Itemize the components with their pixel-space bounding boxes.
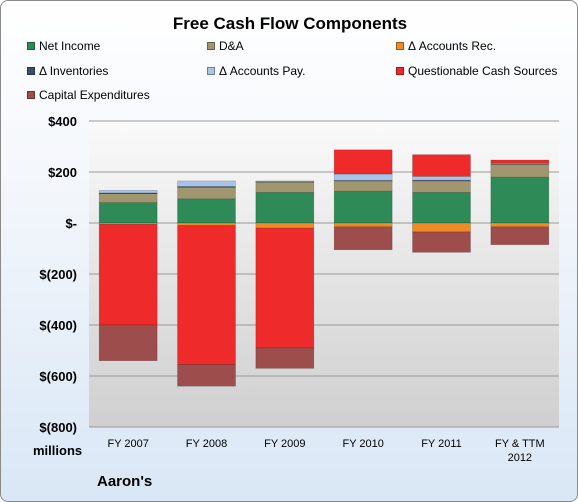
legend-item-accounts-pay: Δ Accounts Pay.	[207, 63, 306, 79]
y-axis-ticks: $400 $200 $- $(200) $(400) $(600) $(800)	[39, 114, 77, 435]
bar-segment	[98, 202, 158, 224]
bar-segment	[177, 180, 236, 187]
legend-item-questionable-cash: Questionable Cash Sources	[396, 63, 557, 79]
legend-swatch-accounts-pay	[207, 67, 215, 75]
legend-swatch-capex	[27, 91, 35, 99]
units-label: millions	[33, 443, 83, 458]
legend-swatch-questionable-cash	[396, 67, 404, 75]
y-tick-label: $200	[48, 165, 77, 180]
legend-swatch-net-income	[27, 42, 35, 50]
legend-label-inventories: Δ Inventories	[39, 64, 109, 78]
chart-title: Free Cash Flow Components	[172, 14, 408, 33]
legend-label-net-income: Net Income	[39, 39, 101, 53]
legend-swatch-inventories	[27, 67, 35, 75]
y-tick-label: $(200)	[39, 267, 77, 282]
x-tick-label: FY 2008	[186, 438, 227, 450]
company-label: Aaron's	[97, 473, 153, 490]
y-tick-label: $(400)	[39, 318, 77, 333]
bar-segment	[490, 176, 550, 224]
bar-segment	[333, 226, 393, 251]
bar-segment	[412, 231, 471, 253]
x-tick-label: FY 2011	[421, 438, 462, 450]
y-tick-label: $(600)	[39, 369, 77, 384]
bar-segment	[177, 198, 236, 224]
bar-segment	[412, 176, 471, 181]
bar-segment	[98, 324, 158, 362]
bar-segment	[255, 222, 315, 229]
legend-item-inventories: Δ Inventories	[27, 63, 108, 79]
legend-swatch-da	[207, 42, 215, 50]
bar-segment	[255, 227, 315, 349]
y-tick-label: $(800)	[39, 420, 77, 435]
legend-item-da: D&A	[207, 38, 244, 54]
bar-segment	[255, 180, 315, 182]
bar-segment	[255, 181, 315, 193]
legend-label-da: D&A	[219, 39, 244, 53]
bar-segment	[490, 159, 550, 164]
bar-segment	[177, 222, 236, 226]
legend-label-questionable-cash: Questionable Cash Sources	[408, 64, 558, 78]
bar-segment	[333, 173, 393, 181]
bar-segment	[412, 180, 471, 193]
bar-segment	[333, 190, 393, 224]
legend-label-accounts-rec: Δ Accounts Rec.	[408, 39, 497, 53]
x-tick-label: FY 2007	[107, 438, 148, 450]
y-tick-label: $-	[65, 216, 77, 231]
x-axis-ticks: FY 2007 FY 2008 FY 2009 FY 2010 FY 2011 FY & …	[107, 438, 544, 464]
bar-segment	[490, 226, 550, 245]
bar-segment	[490, 222, 550, 228]
legend-item-capex: Capital Expenditures	[27, 87, 150, 103]
x-tick-label: FY 2010	[342, 438, 383, 450]
x-tick-label: FY & TTM 2012	[495, 438, 545, 464]
bar-segment	[333, 180, 393, 192]
bar-segment	[333, 149, 393, 175]
bars	[98, 149, 550, 387]
bar-segment	[98, 190, 158, 194]
bar-segment	[333, 222, 393, 228]
legend-item-accounts-rec: Δ Accounts Rec.	[396, 38, 496, 54]
legend-label-accounts-pay: Δ Accounts Pay.	[219, 64, 306, 78]
bar-segment	[490, 164, 550, 178]
bar-segment	[412, 222, 471, 233]
legend-swatch-accounts-rec	[396, 42, 404, 50]
bar-segment	[255, 192, 315, 224]
legend-item-net-income: Net Income	[27, 38, 100, 54]
y-tick-label: $400	[48, 114, 77, 129]
bar-segment	[255, 347, 315, 369]
bar-segment	[177, 187, 236, 200]
bar-segment	[412, 154, 471, 177]
bar-segment	[98, 223, 158, 326]
bar-segment	[177, 364, 236, 387]
bar-segment	[177, 225, 236, 365]
bar-segment	[98, 193, 158, 203]
bar-segment	[412, 192, 471, 224]
x-tick-label: FY 2009	[264, 438, 305, 450]
legend-label-capex: Capital Expenditures	[39, 88, 150, 102]
gridlines	[89, 120, 559, 428]
